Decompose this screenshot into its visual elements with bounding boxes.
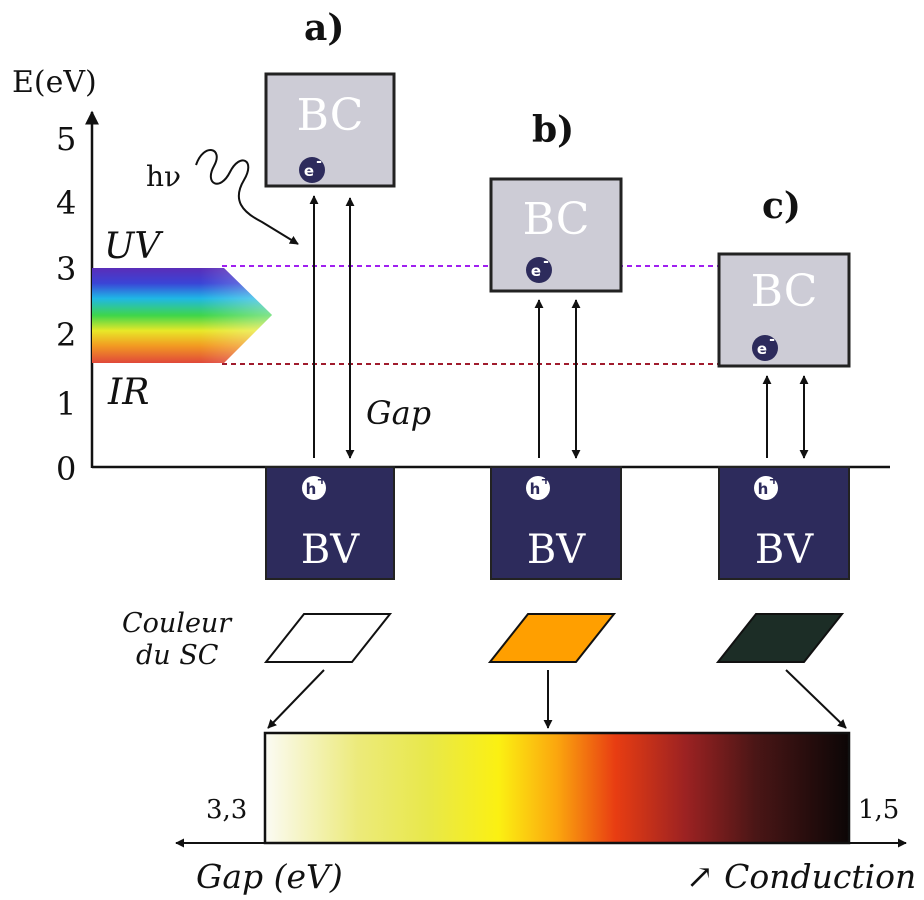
- case-c-sc-color-swatch: [715, 613, 845, 663]
- case-a-bc-label: BC: [297, 90, 364, 141]
- case-b-bv-label: BV: [527, 527, 586, 573]
- ir-label: IR: [107, 372, 149, 413]
- couleur-label-line1: Couleur: [122, 608, 233, 639]
- couleur-label-line2: du SC: [136, 640, 219, 671]
- svg-text:+: +: [769, 473, 780, 488]
- case-c-hole: h +: [754, 473, 779, 500]
- case-b-valence-band: [490, 466, 622, 580]
- case-b-electron: e -: [526, 254, 552, 283]
- case-a-sc-color-swatch: [263, 613, 393, 663]
- y-tick-3: 3: [56, 250, 76, 288]
- svg-text:+: +: [541, 473, 552, 488]
- svg-text:e: e: [304, 162, 314, 180]
- case-b-sc-color-swatch: [487, 613, 617, 663]
- case-c-conduction-band: [717, 252, 851, 368]
- y-tick-2: 2: [56, 316, 76, 354]
- scale-right-caption: ↗ Conduction: [686, 857, 916, 896]
- case-c-label: c): [762, 185, 801, 227]
- case-b-bc-label: BC: [523, 194, 590, 245]
- photon-wave-arrow: [195, 149, 299, 245]
- case-c-scale-pointer: [785, 669, 847, 729]
- svg-text:h: h: [306, 480, 317, 498]
- svg-text:h: h: [758, 480, 769, 498]
- case-a-valence-band: [265, 466, 395, 580]
- svg-text:h: h: [530, 480, 541, 498]
- case-a-electron: e -: [299, 154, 325, 183]
- case-c-bc-label: BC: [751, 266, 818, 317]
- scale-right-value: 1,5: [858, 795, 899, 825]
- gap-color-scale: [263, 731, 851, 845]
- y-axis-label: E(eV): [12, 65, 97, 100]
- case-a-hole: h +: [302, 473, 327, 500]
- case-b-hole: h +: [526, 473, 551, 500]
- scale-left-caption: Gap (eV): [196, 857, 343, 896]
- case-b-conduction-band: [489, 177, 623, 293]
- y-tick-5: 5: [56, 120, 76, 158]
- case-a-conduction-band: [264, 72, 396, 188]
- case-c-bv-label: BV: [755, 527, 814, 573]
- case-a-label: a): [304, 7, 344, 49]
- photon-label: hν: [146, 160, 181, 193]
- svg-text:+: +: [317, 473, 328, 488]
- case-c-valence-band: [718, 466, 850, 580]
- gap-label: Gap: [366, 394, 431, 432]
- case-a-scale-pointer: [267, 669, 325, 729]
- svg-text:e: e: [531, 262, 541, 280]
- y-tick-4: 4: [56, 184, 76, 222]
- svg-text:-: -: [769, 332, 775, 348]
- svg-text:-: -: [543, 254, 549, 270]
- y-tick-0: 0: [56, 450, 76, 488]
- uv-label: UV: [104, 226, 164, 267]
- case-c-electron: e -: [752, 332, 778, 361]
- case-a-bv-label: BV: [301, 527, 360, 573]
- svg-text:e: e: [757, 340, 767, 358]
- scale-left-value: 3,3: [206, 795, 247, 825]
- case-b-label: b): [532, 109, 574, 151]
- spectrum-arrow: [92, 268, 272, 363]
- y-tick-1: 1: [56, 385, 76, 423]
- svg-text:-: -: [316, 154, 322, 170]
